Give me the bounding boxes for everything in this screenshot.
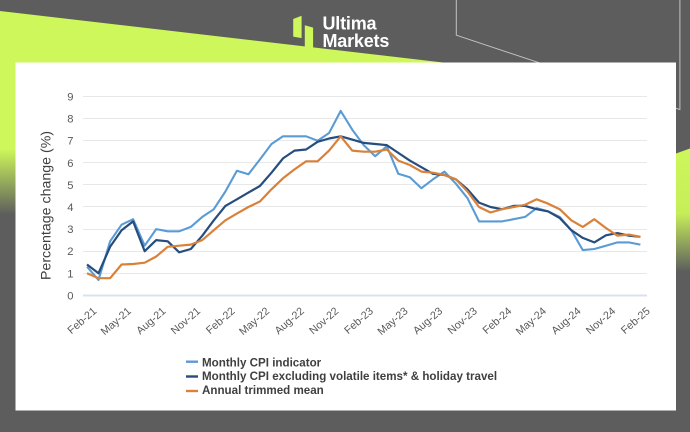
svg-text:Annual trimmed mean: Annual trimmed mean: [202, 384, 324, 397]
svg-text:5: 5: [67, 180, 73, 192]
svg-text:2: 2: [67, 246, 73, 258]
svg-text:0: 0: [67, 290, 73, 302]
svg-text:3: 3: [67, 224, 73, 236]
svg-text:Monthly CPI excluding volatile: Monthly CPI excluding volatile items* & …: [202, 370, 497, 383]
svg-text:1: 1: [67, 268, 73, 280]
svg-text:Percentage change (%): Percentage change (%): [39, 131, 55, 280]
svg-text:4: 4: [67, 202, 73, 214]
svg-text:Ultima: Ultima: [323, 14, 378, 34]
svg-text:8: 8: [67, 114, 73, 126]
svg-text:Monthly CPI indicator: Monthly CPI indicator: [202, 357, 322, 370]
svg-text:Markets: Markets: [323, 31, 390, 51]
svg-text:6: 6: [67, 158, 73, 170]
svg-text:7: 7: [67, 136, 73, 148]
svg-text:9: 9: [67, 92, 73, 104]
